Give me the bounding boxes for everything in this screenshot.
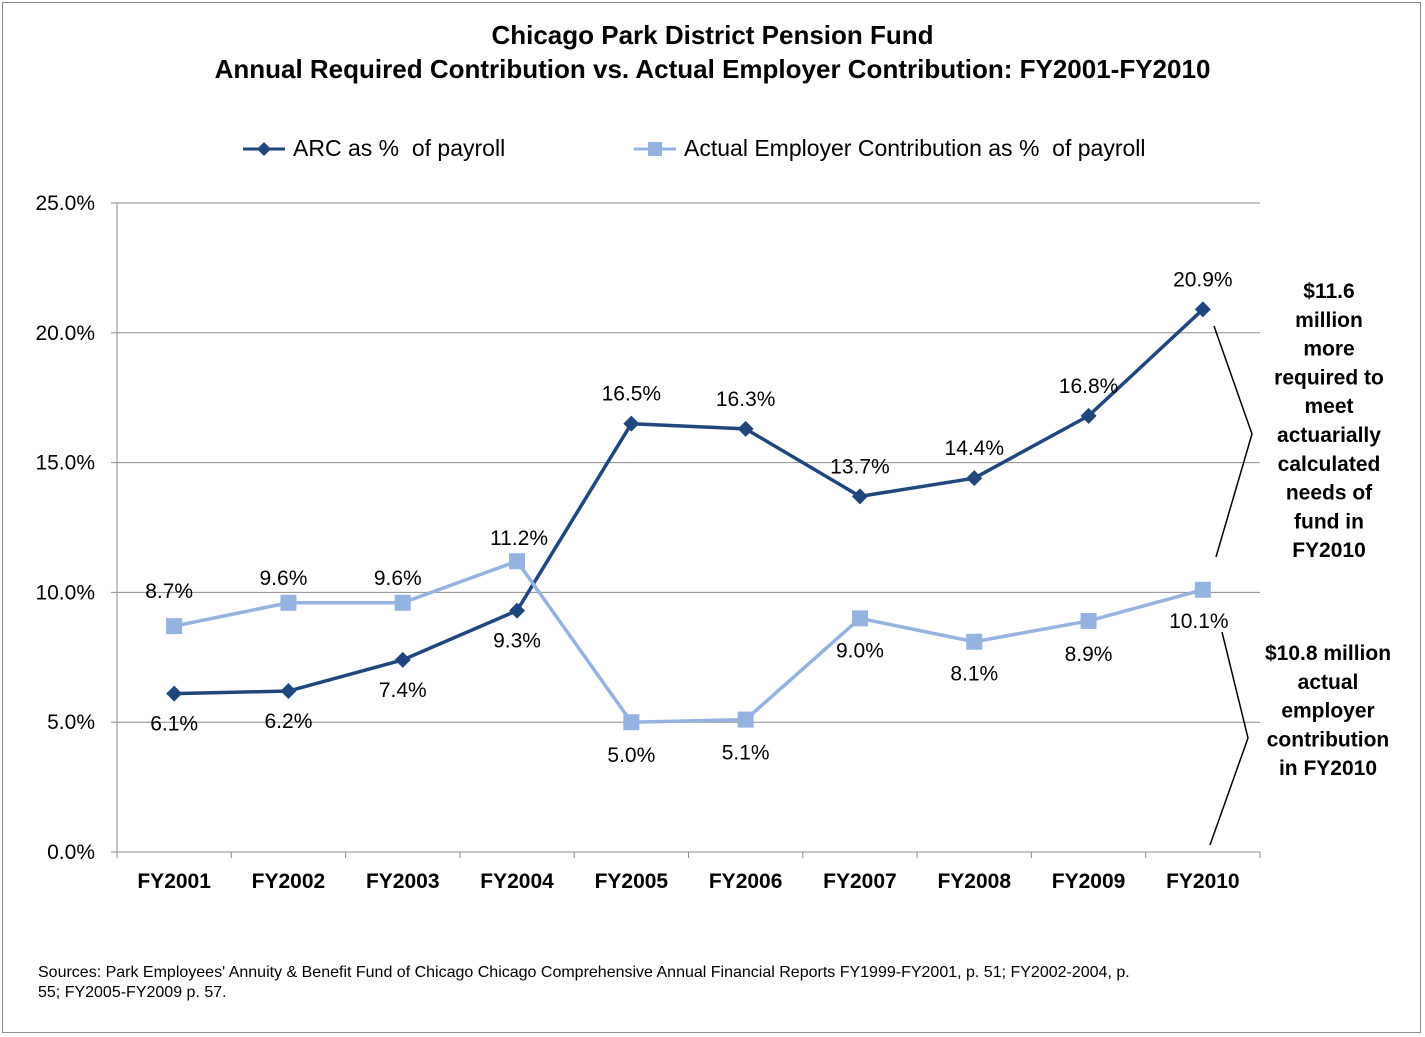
annotation-arc-line: FY2010 [1292, 539, 1366, 562]
data-label-actual: 10.1% [1169, 610, 1229, 633]
x-tick-label: FY2001 [137, 870, 211, 893]
series-line-actual [173, 559, 1204, 724]
data-label-actual: 9.6% [260, 567, 308, 590]
data-point-arc [1080, 407, 1097, 424]
data-label-arc: 16.5% [602, 383, 662, 406]
data-label-arc: 7.4% [379, 679, 427, 702]
sources-line-2: 55; FY2005-FY2009 p. 57. [38, 984, 227, 1001]
data-label-arc: 16.8% [1059, 375, 1119, 398]
data-label-actual: 5.0% [607, 744, 655, 767]
data-label-arc: 20.9% [1173, 268, 1233, 291]
x-tick-label: FY2008 [937, 870, 1011, 893]
data-point-actual [737, 711, 754, 728]
annotation-arc-line: meet [1304, 395, 1353, 418]
annotation-arc-line: $11.6 [1303, 280, 1354, 303]
series-line-arc [174, 308, 1205, 696]
x-tick-label: FY2005 [595, 870, 669, 893]
annotation-bracket-arc [1213, 325, 1253, 558]
annotation-arc-line: actuarially [1277, 424, 1381, 447]
annotation-bracket-actual [1209, 631, 1249, 846]
x-tick-label: FY2006 [709, 870, 783, 893]
data-point-arc [1194, 301, 1211, 318]
x-tick-label: FY2009 [1052, 870, 1126, 893]
sources-line-1: Sources: Park Employees' Annuity & Benef… [38, 964, 1130, 981]
data-point-arc [166, 685, 183, 702]
data-label-arc: 9.3% [493, 630, 541, 653]
legend-label-actual: Actual Employer Contribution as % of pay… [684, 135, 1146, 161]
x-tick-label: FY2007 [823, 870, 897, 893]
data-label-actual: 9.0% [836, 639, 884, 662]
annotation-arc-line: calculated [1278, 453, 1381, 476]
annotation-actual-line: contribution [1267, 728, 1389, 751]
data-point-actual [394, 594, 411, 611]
data-label-actual: 8.1% [950, 663, 998, 686]
data-label-arc: 13.7% [830, 455, 890, 478]
y-tick-label: 25.0% [35, 192, 95, 215]
data-label-arc: 6.1% [150, 713, 198, 736]
data-label-actual: 8.9% [1065, 643, 1113, 666]
legend-marker-arc [243, 141, 285, 156]
data-point-arc [280, 683, 297, 700]
data-point-actual [280, 594, 297, 611]
data-point-actual [851, 610, 868, 627]
chart-subtitle: Annual Required Contribution vs. Actual … [214, 54, 1211, 84]
data-point-arc [851, 488, 868, 505]
data-label-actual: 5.1% [722, 742, 770, 765]
data-point-arc [509, 602, 526, 619]
legend-label-arc: ARC as % of payroll [293, 135, 506, 161]
data-label-actual: 9.6% [374, 567, 422, 590]
annotation-actual-line: employer [1281, 700, 1374, 723]
y-tick-label: 10.0% [35, 581, 95, 604]
annotation-actual-line: in FY2010 [1279, 757, 1377, 780]
legend-marker-actual [634, 141, 676, 156]
data-point-arc [966, 470, 983, 487]
chart-title: Chicago Park District Pension Fund [491, 20, 934, 50]
data-point-actual [509, 553, 526, 570]
annotation-arc-line: million [1295, 309, 1363, 332]
annotation-actual-line: actual [1298, 671, 1359, 694]
legend: ARC as % of payroll Actual Employer Cont… [0, 135, 1425, 169]
x-tick-label: FY2002 [252, 870, 326, 893]
legend-item-actual: Actual Employer Contribution as % of pay… [632, 135, 1146, 162]
annotation-arc-line: fund in [1294, 510, 1364, 533]
data-label-arc: 16.3% [716, 388, 776, 411]
data-label-actual: 8.7% [145, 580, 193, 603]
data-point-arc [737, 420, 754, 437]
annotation-arc-line: needs of [1286, 482, 1373, 505]
annotation-actual-line: $10.8 million [1265, 642, 1391, 665]
data-label-actual: 11.2% [490, 527, 548, 550]
y-tick-label: 0.0% [47, 841, 95, 864]
x-tick-label: FY2004 [480, 870, 554, 893]
annotation-arc-line: required to [1274, 366, 1384, 389]
data-point-arc [623, 415, 640, 432]
data-point-actual [623, 714, 640, 731]
legend-item-arc: ARC as % of payroll [241, 135, 505, 162]
x-tick-label: FY2010 [1166, 870, 1240, 893]
data-point-actual [166, 618, 183, 635]
data-point-arc [394, 651, 411, 668]
data-point-actual [1194, 581, 1211, 598]
data-point-actual [966, 633, 983, 650]
annotation-arc-line: more [1303, 338, 1354, 361]
sources-footnote: Sources: Park Employees' Annuity & Benef… [38, 963, 1358, 1003]
data-point-actual [1080, 612, 1097, 629]
y-tick-label: 20.0% [35, 322, 95, 345]
y-tick-label: 15.0% [35, 452, 95, 475]
data-label-arc: 14.4% [944, 437, 1004, 460]
data-label-arc: 6.2% [265, 710, 313, 733]
x-tick-label: FY2003 [366, 870, 440, 893]
y-tick-label: 5.0% [47, 711, 95, 734]
